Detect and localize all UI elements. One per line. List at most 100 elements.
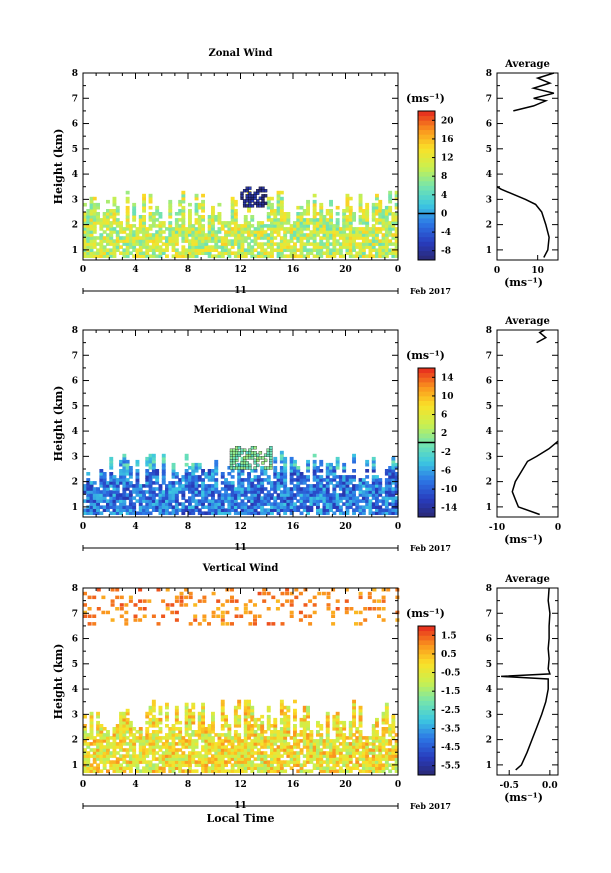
heatmap-cell (135, 469, 140, 473)
heatmap-cell (148, 239, 153, 243)
heatmap-cell (273, 484, 278, 488)
heatmap-cell (184, 724, 189, 728)
heatmap-cell (174, 230, 179, 234)
heatmap-cell (201, 760, 205, 764)
heatmap-cell (375, 499, 379, 503)
heatmap-cell (128, 599, 133, 603)
heatmap-cell (204, 748, 209, 752)
heatmap-cell (260, 511, 265, 515)
heatmap-cell (240, 481, 245, 485)
heatmap-cell (132, 760, 137, 764)
heatmap-cell (194, 739, 199, 743)
heatmap-cell (220, 242, 225, 246)
heatmap-cell (326, 591, 331, 596)
heatmap-cell (99, 733, 104, 737)
heatmap-cell (217, 748, 222, 752)
heatmap-cell (293, 224, 297, 228)
heatmap-cell (142, 754, 146, 758)
heatmap-cell (202, 599, 207, 603)
heatmap-cell (312, 233, 317, 237)
heatmap-cell (161, 505, 166, 509)
heatmap-cell (289, 224, 294, 228)
heatmap-cell (106, 233, 110, 237)
heatmap-cell (361, 769, 366, 773)
heatmap-cell (371, 233, 376, 237)
heatmap-cell (112, 760, 117, 764)
heatmap-cell (161, 469, 166, 473)
heatmap-cell (260, 769, 265, 773)
heatmap-cell (299, 251, 304, 255)
heatmap-cell (279, 705, 284, 710)
heatmap-cell (179, 599, 184, 603)
heatmap-cell (122, 248, 127, 252)
heatmap-cell (207, 221, 212, 225)
heatmap-cell (102, 487, 107, 491)
heatmap-cell (148, 717, 153, 722)
heatmap-cell (89, 766, 94, 770)
heatmap-cell (375, 763, 379, 767)
heatmap-cell (184, 508, 189, 512)
heatmap-cell (270, 230, 274, 234)
heatmap-cell (194, 227, 199, 231)
heatmap-cell (391, 490, 396, 494)
heatmap-cell (283, 511, 288, 515)
heatmap-cell (230, 230, 235, 234)
heatmap-cell (273, 236, 278, 240)
heatmap-cell (188, 769, 192, 773)
heatmap-cell (132, 505, 137, 509)
heatmap-cell (216, 607, 221, 611)
heatmap-cell (83, 230, 87, 234)
heatmap-cells (83, 588, 400, 773)
heatmap-cell (283, 236, 288, 240)
heatmap-cell (276, 227, 281, 231)
heatmap-cell (142, 254, 146, 258)
heatmap-cell (247, 487, 251, 491)
heatmap-cell (227, 760, 232, 764)
heatmap-cell (155, 469, 160, 473)
heatmap-cell (270, 224, 274, 228)
heatmap-cell (352, 745, 356, 749)
heatmap-cell (132, 239, 137, 243)
heatmap-cell (365, 215, 370, 219)
heatmap-cell (174, 511, 179, 515)
heatmap-cell (260, 733, 265, 737)
heatmap-cell (179, 595, 184, 600)
heatmap-cell (319, 239, 324, 243)
heatmap-cell (263, 511, 268, 515)
heatmap-cell (306, 478, 310, 482)
heatmap-cell (227, 733, 232, 737)
heatmap-cell (158, 227, 163, 231)
heatmap-cell (283, 212, 288, 216)
heatmap-cell (270, 251, 274, 255)
heatmap-cell (92, 239, 97, 243)
heatmap-cell (329, 748, 333, 752)
heatmap-cell (348, 733, 353, 737)
heatmap-cell (204, 736, 209, 740)
heatmap-cell (381, 487, 386, 491)
heatmap-cell (283, 733, 288, 737)
heatmap-cell (332, 766, 337, 770)
heatmap-cell (296, 221, 301, 225)
heatmap-cell (312, 236, 317, 240)
heatmap-cell (102, 736, 107, 740)
heatmap-cell (253, 614, 257, 618)
heatmap-cell (201, 233, 205, 237)
heatmap-cell (204, 730, 209, 734)
heatmap-cell (155, 739, 160, 743)
heatmap-cell (115, 724, 120, 728)
heatmap-cell (289, 599, 294, 603)
heatmap-cell (283, 478, 288, 482)
heatmap-cell (86, 221, 91, 225)
heatmap-cell (145, 748, 150, 752)
heatmap-cell (283, 724, 288, 728)
heatmap-cell (312, 610, 317, 615)
heatmap-cell (191, 508, 196, 512)
heatmap-cell (375, 736, 379, 740)
heatmap-cell (331, 614, 336, 618)
heatmap-cell (306, 724, 310, 728)
heatmap-cell (266, 622, 271, 626)
heatmap-cell (345, 748, 350, 752)
heatmap-cell (151, 754, 156, 758)
heatmap-cell (122, 469, 127, 473)
heatmap-cell (86, 245, 91, 249)
